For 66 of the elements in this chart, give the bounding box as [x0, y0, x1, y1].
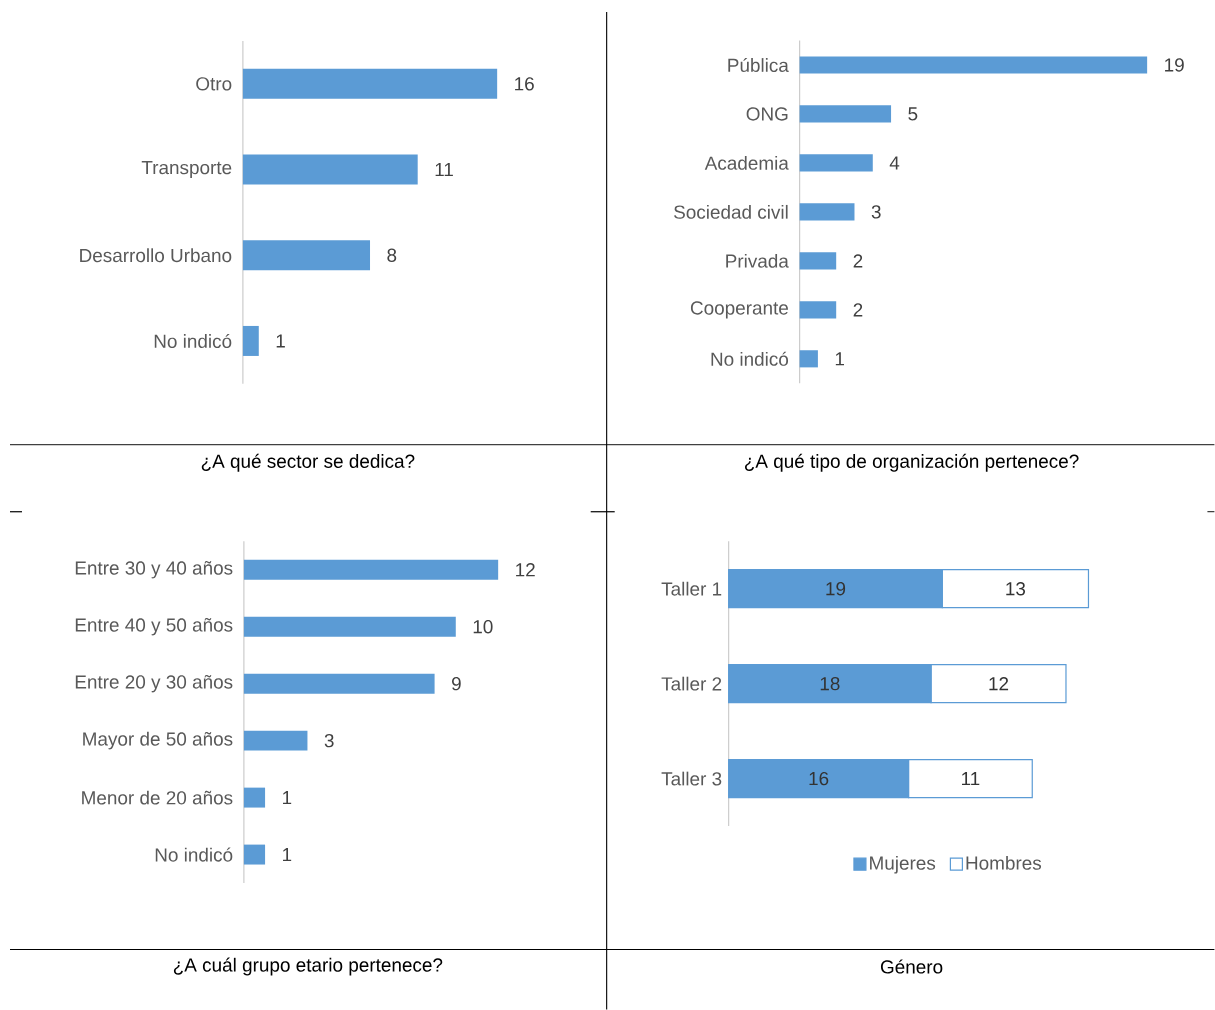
y-tick-label: Transporte	[141, 161, 232, 178]
y-tick-label: Taller 1	[661, 581, 722, 596]
bar	[242, 154, 418, 185]
bar	[799, 154, 873, 172]
data-label: 18	[820, 676, 840, 691]
data-label: 1	[835, 352, 844, 366]
bar	[799, 105, 892, 123]
y-tick-label: No indicó	[711, 351, 789, 366]
y-tick-label: Pública	[728, 57, 789, 72]
text: ¿A cuál grupo etario pertenece?	[173, 957, 443, 976]
data-label: 12	[989, 677, 1009, 691]
bar	[242, 68, 498, 99]
y-tick-label: Cooperante	[690, 301, 788, 319]
data-label: 3	[324, 733, 334, 748]
bar	[799, 203, 855, 221]
bar	[243, 787, 266, 808]
data-label: 9	[451, 676, 461, 691]
legend-label: Hombres	[966, 855, 1042, 870]
bar	[242, 240, 371, 271]
y-tick-label: Sociedad civil	[674, 204, 788, 219]
y-tick-label: Entre 40 y 50 años	[75, 617, 233, 636]
bar	[242, 325, 259, 356]
y-tick-label: Mayor de 50 años	[83, 731, 233, 750]
y-tick-label: Academia	[704, 155, 789, 170]
data-label: 16	[809, 771, 829, 786]
data-label: 2	[853, 254, 863, 268]
bar	[799, 301, 837, 319]
y-tick-label: Taller 2	[661, 676, 722, 691]
text: ¿A qué tipo de organización pertenece?	[745, 453, 1079, 472]
bar	[243, 673, 435, 694]
data-label: 11	[962, 772, 980, 786]
bar	[799, 350, 818, 368]
bar	[243, 559, 499, 580]
bar	[243, 616, 456, 637]
data-label: 5	[908, 107, 918, 121]
data-label: 2	[853, 303, 863, 317]
data-label: 12	[516, 563, 535, 577]
y-tick-label: Taller 3	[661, 771, 722, 786]
data-label: 1	[283, 791, 292, 805]
data-label: 1	[276, 334, 285, 348]
data-label: 8	[387, 248, 397, 262]
data-label: 10	[473, 619, 493, 634]
y-tick-label: Otro	[196, 77, 232, 91]
legend-label: Mujeres	[870, 855, 936, 874]
bar	[243, 844, 266, 865]
y-tick-label: Privada	[726, 253, 789, 268]
data-label: 3	[871, 205, 881, 219]
data-label: 19	[826, 581, 846, 596]
data-label: 4	[889, 156, 900, 170]
data-label: 13	[1006, 581, 1026, 596]
y-tick-label: No indicó	[155, 847, 233, 862]
y-tick-label: Entre 20 y 30 años	[75, 674, 233, 693]
bar	[799, 56, 1148, 74]
y-tick-label: No indicó	[154, 333, 232, 348]
y-tick-label: Menor de 20 años	[82, 790, 233, 805]
y-tick-label: Desarrollo Urbano	[80, 248, 232, 263]
bar	[243, 730, 308, 751]
data-label: 19	[1165, 58, 1184, 72]
y-tick-label: Entre 30 y 40 años	[75, 560, 233, 579]
text: ¿A qué sector se dedica?	[201, 453, 415, 472]
text: Género	[880, 959, 943, 974]
data-label: 16	[515, 77, 534, 91]
bar	[799, 252, 837, 270]
y-tick-label: ONG	[746, 107, 788, 121]
data-label: 11	[435, 162, 453, 176]
data-label: 1	[283, 848, 292, 862]
